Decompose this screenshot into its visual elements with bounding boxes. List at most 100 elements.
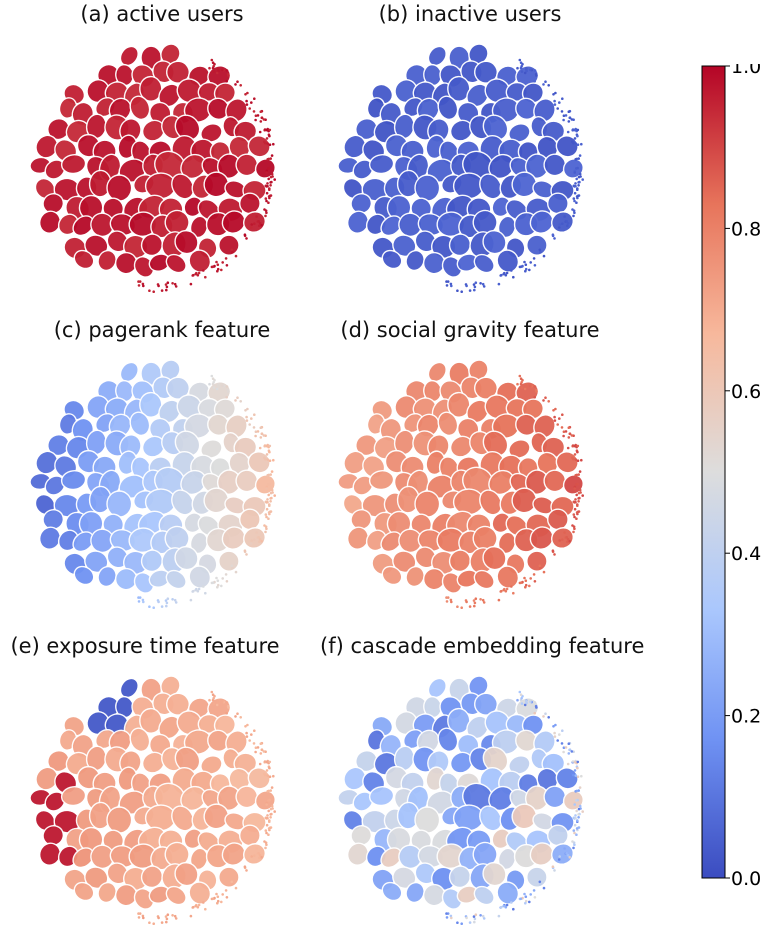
scatter-point [544,396,547,399]
scatter-point [570,750,574,753]
scatter-cluster [218,866,240,888]
scatter-point [567,426,571,429]
scatter-point [216,899,220,903]
scatter-point [258,222,262,225]
scatter-point [553,553,556,556]
scatter-cluster [414,174,441,202]
scatter-point [212,65,215,68]
scatter-point [234,570,238,574]
scatter-point [519,377,523,380]
scatter-point [572,773,575,777]
scatter-point [561,222,564,225]
scatter-point [577,813,580,816]
scatter-point [164,915,168,918]
scatter-point [573,171,576,174]
scatter-point [196,273,200,277]
scatter-cluster [508,439,531,459]
scatter-point [568,116,572,119]
scatter-point [581,810,584,813]
scatter-point [562,118,565,122]
panel-d-scatter [337,359,584,609]
scatter-point [562,114,566,117]
scatter-point [266,500,269,504]
scatter-point [472,599,476,602]
scatter-point [224,573,228,576]
scatter-point [571,840,574,843]
scatter-point [558,101,561,104]
scatter-point [552,409,555,412]
scatter-point [553,735,557,738]
scatter-point [196,589,200,593]
scatter-point [254,434,257,438]
scatter-point [516,382,519,386]
scatter-point [273,178,277,181]
scatter-point [268,187,271,190]
scatter-point [215,260,218,264]
scatter-point [225,385,229,388]
scatter-point [473,288,476,292]
scatter-point [258,224,261,228]
scatter-point [256,746,260,749]
scatter-point [563,215,566,218]
scatter-point [216,585,219,589]
scatter-point [497,914,501,918]
scatter-point [260,748,264,751]
scatter-point [533,69,537,72]
scatter-point [227,390,230,393]
scatter-point [164,283,168,286]
scatter-cluster [482,746,509,773]
scatter-point [456,289,459,292]
scatter-point [234,83,237,86]
panel-a-scatter [29,43,277,293]
scatter-point [510,901,513,904]
scatter-cluster [529,210,554,234]
scatter-point [239,84,242,87]
scatter-point [254,114,258,117]
scatter-point [148,289,151,292]
scatter-point [269,816,272,819]
scatter-point [266,458,270,461]
scatter-point [524,383,528,387]
scatter-point [265,831,268,835]
scatter-point [575,483,578,486]
scatter-point [563,847,566,850]
scatter-point [189,282,193,286]
scatter-point [542,570,546,574]
scatter-point [561,538,564,541]
scatter-point [553,419,557,422]
scatter-point [468,605,472,608]
scatter-point [268,775,272,778]
scatter-point [268,503,271,506]
scatter-point [269,510,273,513]
scatter-point [566,446,570,450]
scatter-point [552,93,555,96]
scatter-point [270,488,274,492]
scatter-point [157,600,160,604]
scatter-point [512,591,515,595]
scatter-point [566,224,569,228]
scatter-point [572,141,575,145]
scatter-point [575,517,578,520]
scatter-point [578,172,582,176]
scatter-point [142,284,145,288]
scatter-point [231,250,234,254]
scatter-point [576,450,579,454]
scatter-point [210,58,214,62]
scatter-point [482,285,486,288]
panel-b: (b) inactive users [320,2,620,302]
scatter-point [554,91,557,95]
scatter-point [516,66,519,70]
scatter-point [272,142,275,146]
scatter-point [152,290,155,293]
scatter-point [576,819,579,822]
scatter-point [450,600,453,604]
scatter-point [243,865,247,868]
scatter-point [504,273,508,277]
scatter-point [544,80,547,83]
scatter-cluster [42,825,65,846]
scatter-point [474,913,478,916]
scatter-point [216,699,220,703]
scatter-point [500,273,503,277]
scatter-cluster [238,824,261,847]
scatter-point [160,605,164,608]
